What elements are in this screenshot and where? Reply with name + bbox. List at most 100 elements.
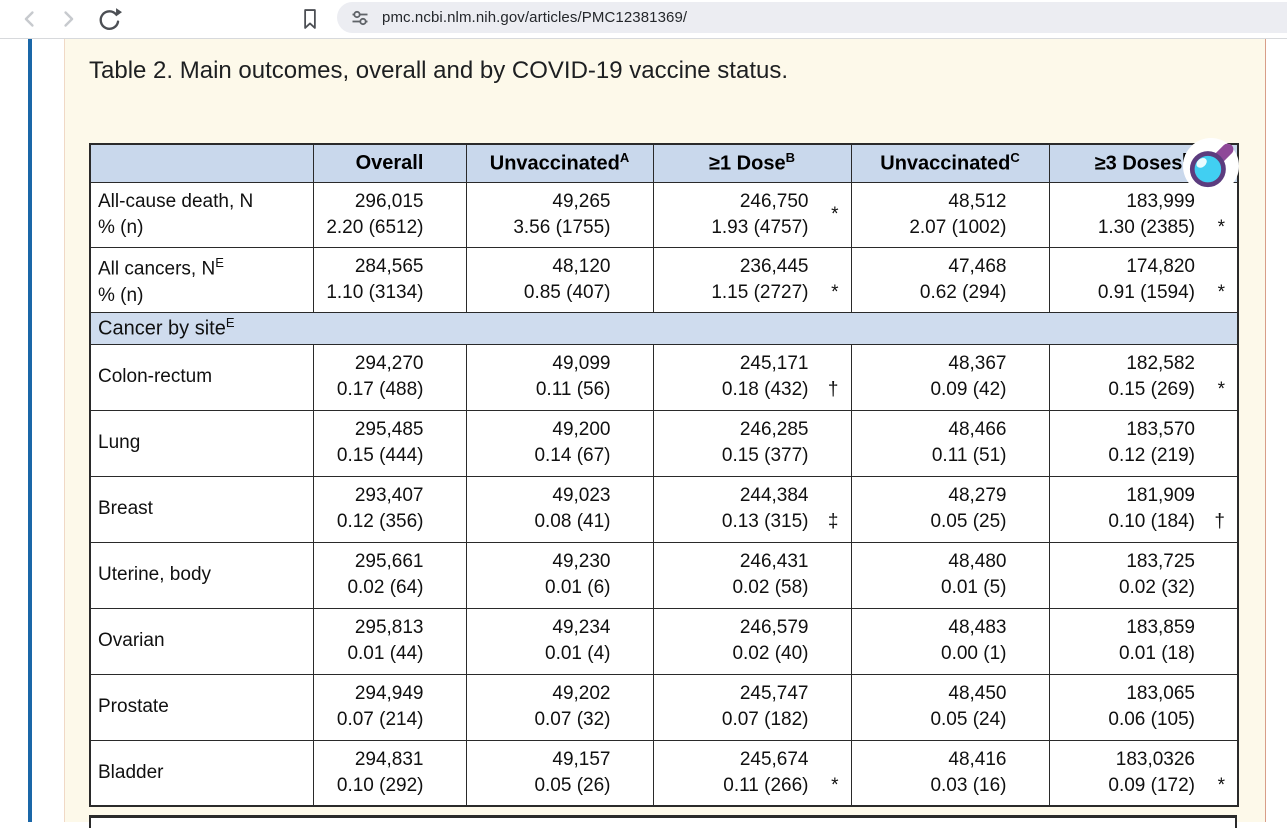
data-cell: 49,023 0.08 (41) [465,475,654,543]
magnifier-icon [1189,143,1234,188]
bookmark-button[interactable] [294,3,326,35]
significance-marker: * [831,774,839,796]
reload-button[interactable] [92,3,124,35]
header-row: Overall UnvaccinatedA ≥1 DoseB Unvaccinated… [89,143,1239,183]
data-cell: 183,725 0.02 (32) [1048,541,1239,609]
row-label: Lung [89,409,314,477]
next-row-border [89,815,1237,818]
site-permissions-icon[interactable] [351,9,369,27]
data-cell: 246,285 0.15 (377) [652,409,852,477]
data-cell: 183,570 0.12 (219) [1048,409,1239,477]
table-row: Colon-rectum 294,270 0.17 (488) 49,099 0.11 … [89,343,1239,411]
data-cell: 294,949 0.07 (214) [312,673,467,741]
table-caption: Table 2. Main outcomes, overall and by C… [89,57,788,84]
data-cell: 284,565 1.10 (3134) [312,246,467,313]
table-zoom-button[interactable] [1183,138,1239,194]
next-row-partial [89,818,1237,828]
data-cell: 48,483 0.00 (1) [850,607,1050,675]
significance-marker: * [1217,281,1225,303]
data-cell: 246,431 0.02 (58) [652,541,852,609]
significance-marker: † [827,379,839,400]
outcomes-table-wrap: Overall UnvaccinatedA ≥1 DoseB Unvaccinated… [89,143,1239,807]
row-label: Uterine, body [89,541,314,609]
data-cell: 296,015 2.20 (6512) [312,181,467,248]
significance-marker: * [1217,216,1225,238]
significance-marker: * [1217,379,1225,400]
table-row: Bladder 294,831 0.10 (292) 49,157 0.05 (26) 2… [89,739,1239,807]
table-row: All-cause death, N% (n) 296,015 2.20 (6512… [89,181,1239,248]
outcomes-table: Overall UnvaccinatedA ≥1 DoseB Unvaccinated… [89,143,1239,807]
data-cell: 236,445 1.15 (2727) * [652,246,852,313]
data-cell: 183,0326 0.09 (172) * [1048,739,1239,807]
data-cell: 245,171 0.18 (432) † [652,343,852,411]
data-cell: 183,065 0.06 (105) [1048,673,1239,741]
data-cell: 48,416 0.03 (16) [850,739,1050,807]
row-label: Prostate [89,673,314,741]
row-label: Colon-rectum [89,343,314,411]
data-cell: 49,099 0.11 (56) [465,343,654,411]
row-label: All cancers, NE% (n) [89,246,314,313]
data-cell: 295,661 0.02 (64) [312,541,467,609]
browser-toolbar: pmc.ncbi.nlm.nih.gov/articles/PMC1238136… [0,0,1287,39]
data-cell: 49,202 0.07 (32) [465,673,654,741]
back-arrow-icon [24,11,34,27]
col-header-overall: Overall [312,143,467,183]
col-header-unvaccinated: UnvaccinatedC [850,143,1050,183]
reload-icon [99,8,122,30]
section-row: Cancer by siteE [89,311,1239,345]
data-cell: 245,674 0.11 (266) * [652,739,852,807]
data-cell: 48,367 0.09 (42) [850,343,1050,411]
row-label: Bladder [89,739,314,807]
data-cell: 181,909 0.10 (184) † [1048,475,1239,543]
data-cell: 49,230 0.01 (6) [465,541,654,609]
significance-marker: * [831,203,839,225]
url-text: pmc.ncbi.nlm.nih.gov/articles/PMC1238136… [382,9,688,26]
significance-marker: * [1217,774,1225,796]
significance-marker: * [831,281,839,303]
table-row: Prostate 294,949 0.07 (214) 49,202 0.07 (32)… [89,673,1239,741]
data-cell: 294,270 0.17 (488) [312,343,467,411]
article-panel: Table 2. Main outcomes, overall and by C… [64,39,1266,828]
forward-arrow-icon [64,11,74,27]
significance-marker: † [1214,511,1225,532]
col-header-blank [89,143,314,183]
data-cell: 295,813 0.01 (44) [312,607,467,675]
data-cell: 245,747 0.07 (182) [652,673,852,741]
data-cell: 293,407 0.12 (356) [312,475,467,543]
forward-button[interactable] [52,3,84,35]
data-cell: 183,859 0.01 (18) [1048,607,1239,675]
data-cell: 49,157 0.05 (26) [465,739,654,807]
address-bar[interactable]: pmc.ncbi.nlm.nih.gov/articles/PMC1238136… [337,2,1287,33]
row-label: All-cause death, N% (n) [89,181,314,248]
significance-marker: ‡ [827,511,839,532]
data-cell: 246,579 0.02 (40) [652,607,852,675]
back-button[interactable] [14,3,46,35]
data-cell: 49,265 3.56 (1755) [465,181,654,248]
data-cell: 48,480 0.01 (5) [850,541,1050,609]
data-cell: 295,485 0.15 (444) [312,409,467,477]
data-cell: 49,234 0.01 (4) [465,607,654,675]
section-label: Cancer by siteE [89,311,1239,345]
table-row: Ovarian 295,813 0.01 (44) 49,234 0.01 (4) 246… [89,607,1239,675]
row-label: Ovarian [89,607,314,675]
data-cell: 48,450 0.05 (24) [850,673,1050,741]
row-label: Breast [89,475,314,543]
data-cell: 48,279 0.05 (25) [850,475,1050,543]
col-header-unvaccinated: UnvaccinatedA [465,143,654,183]
data-cell: 49,200 0.14 (67) [465,409,654,477]
bookmark-icon [304,9,316,29]
left-accent-bar [28,39,32,822]
data-cell: 174,820 0.91 (1594) * [1048,246,1239,313]
col-header--1-dose: ≥1 DoseB [652,143,852,183]
data-cell: 48,120 0.85 (407) [465,246,654,313]
data-cell: 294,831 0.10 (292) [312,739,467,807]
data-cell: 47,468 0.62 (294) [850,246,1050,313]
data-cell: 244,384 0.13 (315) ‡ [652,475,852,543]
data-cell: 48,466 0.11 (51) [850,409,1050,477]
table-row: Breast 293,407 0.12 (356) 49,023 0.08 (41) 24… [89,475,1239,543]
table-row: Lung 295,485 0.15 (444) 49,200 0.14 (67) 246,… [89,409,1239,477]
table-row: All cancers, NE% (n) 284,565 1.10 (3134) 48… [89,246,1239,313]
data-cell: 246,750 * 1.93 (4757) [652,181,852,248]
data-cell: 182,582 0.15 (269) * [1048,343,1239,411]
data-cell: 48,512 2.07 (1002) [850,181,1050,248]
